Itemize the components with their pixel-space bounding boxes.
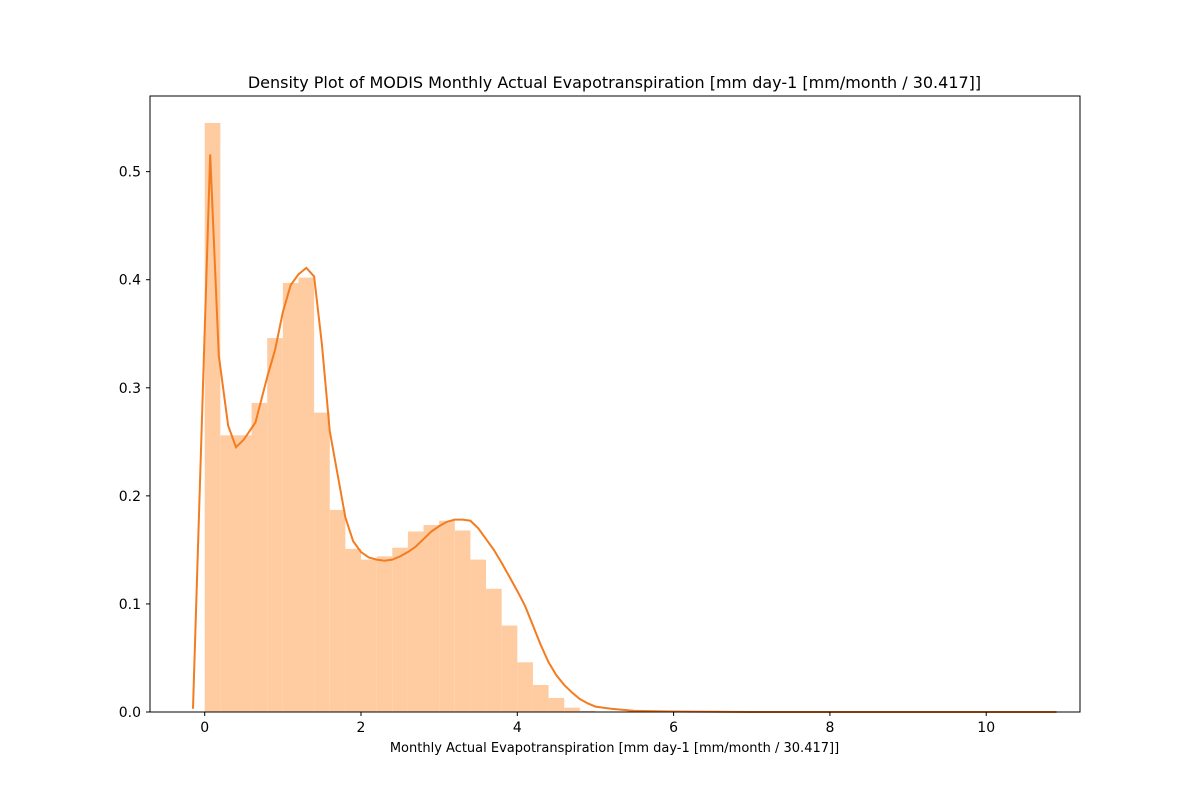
x-tick-label: 0 (200, 720, 209, 736)
y-tick-label: 0.0 (119, 705, 141, 721)
histogram-bar (501, 625, 518, 712)
histogram-bar (314, 412, 330, 712)
y-tick-label: 0.5 (119, 165, 141, 181)
histogram-bar (329, 509, 346, 712)
histogram-bar (220, 435, 236, 712)
histogram-bar (470, 559, 487, 712)
x-axis-ticks: 0 2 4 6 8 10 (200, 712, 995, 736)
histogram-bar (392, 547, 408, 712)
histogram-bar (517, 662, 533, 712)
y-tick-label: 0.4 (119, 273, 141, 289)
x-axis-label: Monthly Actual Evapotranspiration [mm da… (390, 741, 839, 756)
histogram-bar (298, 277, 315, 712)
histogram-bar (204, 123, 221, 712)
x-tick-label: 8 (825, 720, 834, 736)
histogram-bar (548, 697, 565, 712)
y-tick-label: 0.3 (119, 381, 141, 397)
y-tick-label: 0.2 (119, 489, 141, 505)
histogram-bar (439, 520, 455, 712)
x-tick-label: 6 (669, 720, 678, 736)
histogram-bar (282, 282, 299, 712)
histogram-bar (407, 531, 424, 712)
y-tick-label: 0.1 (119, 597, 141, 613)
histogram-bar (376, 556, 393, 712)
x-tick-label: 10 (977, 720, 995, 736)
plot-frame (149, 95, 1081, 713)
x-tick-label: 2 (357, 720, 366, 736)
kde-curve (191, 154, 1057, 713)
y-axis-ticks: 0.0 0.1 0.2 0.3 0.4 0.5 (119, 165, 150, 721)
x-tick-label: 4 (513, 720, 522, 736)
chart-title: Density Plot of MODIS Monthly Actual Eva… (248, 73, 981, 92)
histogram-bars (204, 123, 596, 712)
histogram-bar (454, 530, 471, 712)
histogram-bar (267, 338, 283, 712)
histogram-bar (361, 559, 377, 712)
histogram-bar (532, 684, 549, 712)
histogram-bar (564, 707, 580, 712)
histogram-bar (579, 710, 596, 712)
histogram-bar (486, 588, 502, 712)
histogram-bar (423, 525, 440, 712)
histogram-bar (235, 435, 252, 712)
histogram-bar (251, 402, 268, 712)
histogram-bar (345, 548, 362, 712)
